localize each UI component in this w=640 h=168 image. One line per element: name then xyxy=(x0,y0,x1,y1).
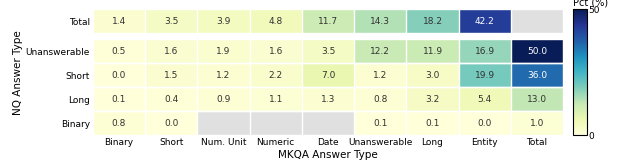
Bar xyxy=(406,9,459,33)
Text: 0.0: 0.0 xyxy=(112,71,126,80)
Bar xyxy=(197,87,250,111)
Bar xyxy=(145,111,197,135)
Text: Pct (%): Pct (%) xyxy=(573,0,608,7)
Bar xyxy=(302,9,354,33)
Bar xyxy=(250,63,302,87)
Bar xyxy=(511,9,563,33)
Bar xyxy=(302,63,354,87)
Bar xyxy=(250,9,302,33)
Bar xyxy=(93,9,145,33)
Bar xyxy=(406,111,459,135)
Bar xyxy=(459,111,511,135)
Bar xyxy=(302,111,354,135)
Text: 3.2: 3.2 xyxy=(426,95,440,104)
Bar xyxy=(250,39,302,63)
Bar xyxy=(406,63,459,87)
Bar xyxy=(406,39,459,63)
Bar xyxy=(511,39,563,63)
Text: 16.9: 16.9 xyxy=(475,47,495,56)
Bar xyxy=(459,63,511,87)
Text: 3.5: 3.5 xyxy=(164,17,179,26)
Bar xyxy=(197,63,250,87)
Text: 3.5: 3.5 xyxy=(321,47,335,56)
Text: 1.5: 1.5 xyxy=(164,71,179,80)
Bar xyxy=(197,111,250,135)
Bar xyxy=(459,39,511,63)
Text: 42.2: 42.2 xyxy=(475,17,495,26)
Text: 13.0: 13.0 xyxy=(527,95,547,104)
Bar xyxy=(250,87,302,111)
Text: 1.6: 1.6 xyxy=(164,47,179,56)
Bar xyxy=(93,39,145,63)
Text: 0.9: 0.9 xyxy=(216,95,230,104)
Bar xyxy=(511,87,563,111)
Bar xyxy=(302,87,354,111)
Bar xyxy=(145,39,197,63)
Text: 0.1: 0.1 xyxy=(426,119,440,128)
Text: 1.2: 1.2 xyxy=(216,71,230,80)
X-axis label: MKQA Answer Type: MKQA Answer Type xyxy=(278,150,378,160)
Text: 0.0: 0.0 xyxy=(164,119,179,128)
Bar xyxy=(93,87,145,111)
Text: 11.7: 11.7 xyxy=(318,17,338,26)
Text: 12.2: 12.2 xyxy=(371,47,390,56)
Bar xyxy=(511,63,563,87)
Text: 7.0: 7.0 xyxy=(321,71,335,80)
Text: 1.6: 1.6 xyxy=(269,47,283,56)
Text: 14.3: 14.3 xyxy=(371,17,390,26)
Bar xyxy=(354,39,406,63)
Bar xyxy=(354,87,406,111)
Text: 0.8: 0.8 xyxy=(373,95,387,104)
Text: 50.0: 50.0 xyxy=(527,47,547,56)
Bar xyxy=(511,111,563,135)
Text: 11.9: 11.9 xyxy=(422,47,443,56)
Text: 3.0: 3.0 xyxy=(426,71,440,80)
Bar xyxy=(145,87,197,111)
Text: 1.3: 1.3 xyxy=(321,95,335,104)
Text: 1.9: 1.9 xyxy=(216,47,230,56)
Text: 4.8: 4.8 xyxy=(269,17,283,26)
Bar xyxy=(459,9,511,33)
Text: 3.9: 3.9 xyxy=(216,17,230,26)
Text: 1.4: 1.4 xyxy=(112,17,126,26)
Bar xyxy=(354,9,406,33)
Text: 1.1: 1.1 xyxy=(269,95,283,104)
Text: 0.0: 0.0 xyxy=(477,119,492,128)
Y-axis label: NQ Answer Type: NQ Answer Type xyxy=(13,30,23,115)
Bar xyxy=(302,39,354,63)
Bar xyxy=(354,111,406,135)
Text: 0.1: 0.1 xyxy=(373,119,387,128)
Bar xyxy=(250,111,302,135)
Bar xyxy=(354,63,406,87)
Text: 0.1: 0.1 xyxy=(112,95,126,104)
Bar xyxy=(197,39,250,63)
Bar xyxy=(93,63,145,87)
Bar xyxy=(93,111,145,135)
Bar xyxy=(406,87,459,111)
Bar xyxy=(197,9,250,33)
Text: 0.8: 0.8 xyxy=(112,119,126,128)
Bar xyxy=(145,63,197,87)
Text: 19.9: 19.9 xyxy=(475,71,495,80)
Text: 5.4: 5.4 xyxy=(477,95,492,104)
Bar xyxy=(145,9,197,33)
Text: 1.2: 1.2 xyxy=(373,71,387,80)
Text: 1.0: 1.0 xyxy=(530,119,544,128)
Text: 2.2: 2.2 xyxy=(269,71,283,80)
Text: 36.0: 36.0 xyxy=(527,71,547,80)
Text: 0.4: 0.4 xyxy=(164,95,179,104)
Bar xyxy=(459,87,511,111)
Text: 18.2: 18.2 xyxy=(422,17,442,26)
Text: 0.5: 0.5 xyxy=(112,47,126,56)
